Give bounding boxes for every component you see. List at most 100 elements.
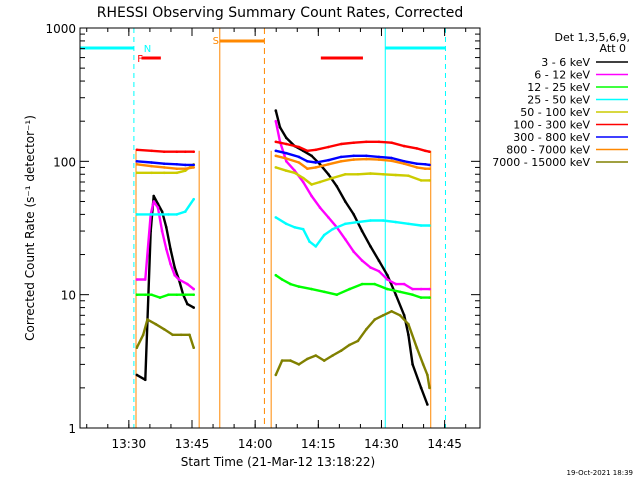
footer-date: 19-Oct-2021 18:39 <box>567 469 633 477</box>
series-5-point-17 <box>390 141 393 144</box>
series-5-point-4 <box>184 150 187 153</box>
series-6-point-5 <box>192 163 195 167</box>
y-tick-label-0: 1 <box>68 422 76 436</box>
legend-label-8: 7000 - 15000 keV <box>492 156 590 169</box>
series-2-point-5 <box>175 293 179 297</box>
series-0-point-27 <box>377 259 381 262</box>
series-5-point-19 <box>415 147 419 150</box>
series-4-point-3 <box>175 171 179 175</box>
series-7-point-17 <box>390 159 393 163</box>
series-4-point-12 <box>318 180 322 184</box>
series-2-point-14 <box>322 290 326 294</box>
series-7-point-15 <box>365 157 368 161</box>
series-1-point-3 <box>152 200 155 203</box>
series-0-point-29 <box>394 293 398 297</box>
series-2-point-20 <box>398 290 402 294</box>
series-0-point-5 <box>160 210 164 213</box>
series-2-point-2 <box>150 293 153 297</box>
series-6-point-17 <box>390 156 393 160</box>
series-2-point-11 <box>289 282 292 286</box>
x-tick-label-1: 13:45 <box>175 437 210 451</box>
series-3-point-16 <box>344 222 347 226</box>
x-tick-label-3: 14:15 <box>301 437 336 451</box>
x-axis-label: Start Time (21-Mar-12 13:18:22) <box>181 455 375 469</box>
series-0-point-19 <box>310 154 313 158</box>
legend-label-4: 50 - 100 keV <box>520 106 590 119</box>
series-5-point-1 <box>150 149 153 153</box>
series-1-point-13 <box>274 119 278 123</box>
series-1-point-26 <box>377 269 381 273</box>
series-7-point-9 <box>297 161 301 164</box>
series-3-point-14 <box>322 233 326 237</box>
series-6-point-18 <box>402 160 406 163</box>
series-2-point-15 <box>335 293 339 297</box>
series-3-point-10 <box>293 226 297 229</box>
series-6-point-19 <box>415 162 419 165</box>
series-1-point-15 <box>285 160 288 163</box>
series-1-point-11 <box>192 287 195 291</box>
legend-label-2: 12 - 25 keV <box>527 81 590 94</box>
series-1-point-19 <box>318 206 322 209</box>
series-7-point-20 <box>424 167 427 170</box>
series-0-point-16 <box>285 136 288 140</box>
series-5-point-13 <box>339 142 343 146</box>
series-3-point-20 <box>394 220 398 224</box>
series-6-point-9 <box>297 155 301 159</box>
series-0-point-25 <box>360 229 364 233</box>
series-8-point-27 <box>415 346 419 350</box>
series-2-point-9 <box>274 273 278 277</box>
series-8-point-4 <box>162 328 166 331</box>
series-8-point-13 <box>297 363 301 366</box>
series-8-point-10 <box>274 373 278 377</box>
series-8-point-2 <box>146 318 149 321</box>
series-3-point-3 <box>167 213 170 216</box>
series-0-point-23 <box>344 200 347 203</box>
plot-frame <box>79 27 481 429</box>
series-8-point-8 <box>192 346 195 350</box>
series-1-point-25 <box>369 266 372 269</box>
series-2-point-18 <box>373 282 377 286</box>
series-7-point-16 <box>377 158 381 161</box>
legend-label-1: 6 - 12 keV <box>534 69 590 82</box>
series-2-point-1 <box>144 293 147 297</box>
series-7-point-2 <box>162 166 166 169</box>
series-7-point-5 <box>192 166 195 169</box>
series-4-point-1 <box>150 171 153 175</box>
series-8-point-18 <box>339 349 343 353</box>
series-1-point-8 <box>173 273 176 277</box>
series-1-point-18 <box>310 194 313 198</box>
series-layer <box>135 109 431 406</box>
series-0-point-26 <box>369 245 372 248</box>
series-3-point-21 <box>407 222 410 226</box>
series-3-point-0 <box>135 213 139 216</box>
series-8-point-14 <box>306 357 309 361</box>
series-6-point-11 <box>314 161 318 164</box>
series-2-point-7 <box>192 293 195 297</box>
series-4-point-19 <box>407 174 410 177</box>
series-5-point-20 <box>424 149 427 153</box>
series-5-point-7 <box>274 140 278 144</box>
series-2-point-12 <box>297 285 301 288</box>
series-0-point-24 <box>352 213 356 216</box>
series-8-point-7 <box>188 333 191 337</box>
series-3-point-18 <box>369 219 372 222</box>
y-axis-label: Corrected Count Rate (s⁻¹ detector⁻¹) <box>23 115 37 341</box>
series-4-point-14 <box>344 173 347 176</box>
series-0-point-1 <box>144 378 147 382</box>
series-4-point-18 <box>394 173 398 177</box>
series-1-point-32 <box>428 287 431 291</box>
series-0-point-20 <box>318 163 322 166</box>
series-6-point-1 <box>150 161 153 164</box>
series-3-point-15 <box>331 227 334 231</box>
series-2-point-22 <box>419 296 423 299</box>
series-7-point-21 <box>428 167 431 170</box>
series-8-point-24 <box>390 310 393 313</box>
series-2-point-23 <box>428 296 431 299</box>
chart-title: RHESSI Observing Summary Count Rates, Co… <box>97 5 463 21</box>
series-5-point-14 <box>352 141 356 144</box>
series-7-point-4 <box>184 167 187 170</box>
series-8-point-23 <box>381 314 385 317</box>
series-5-point-0 <box>135 148 139 152</box>
series-5-point-2 <box>162 150 166 153</box>
